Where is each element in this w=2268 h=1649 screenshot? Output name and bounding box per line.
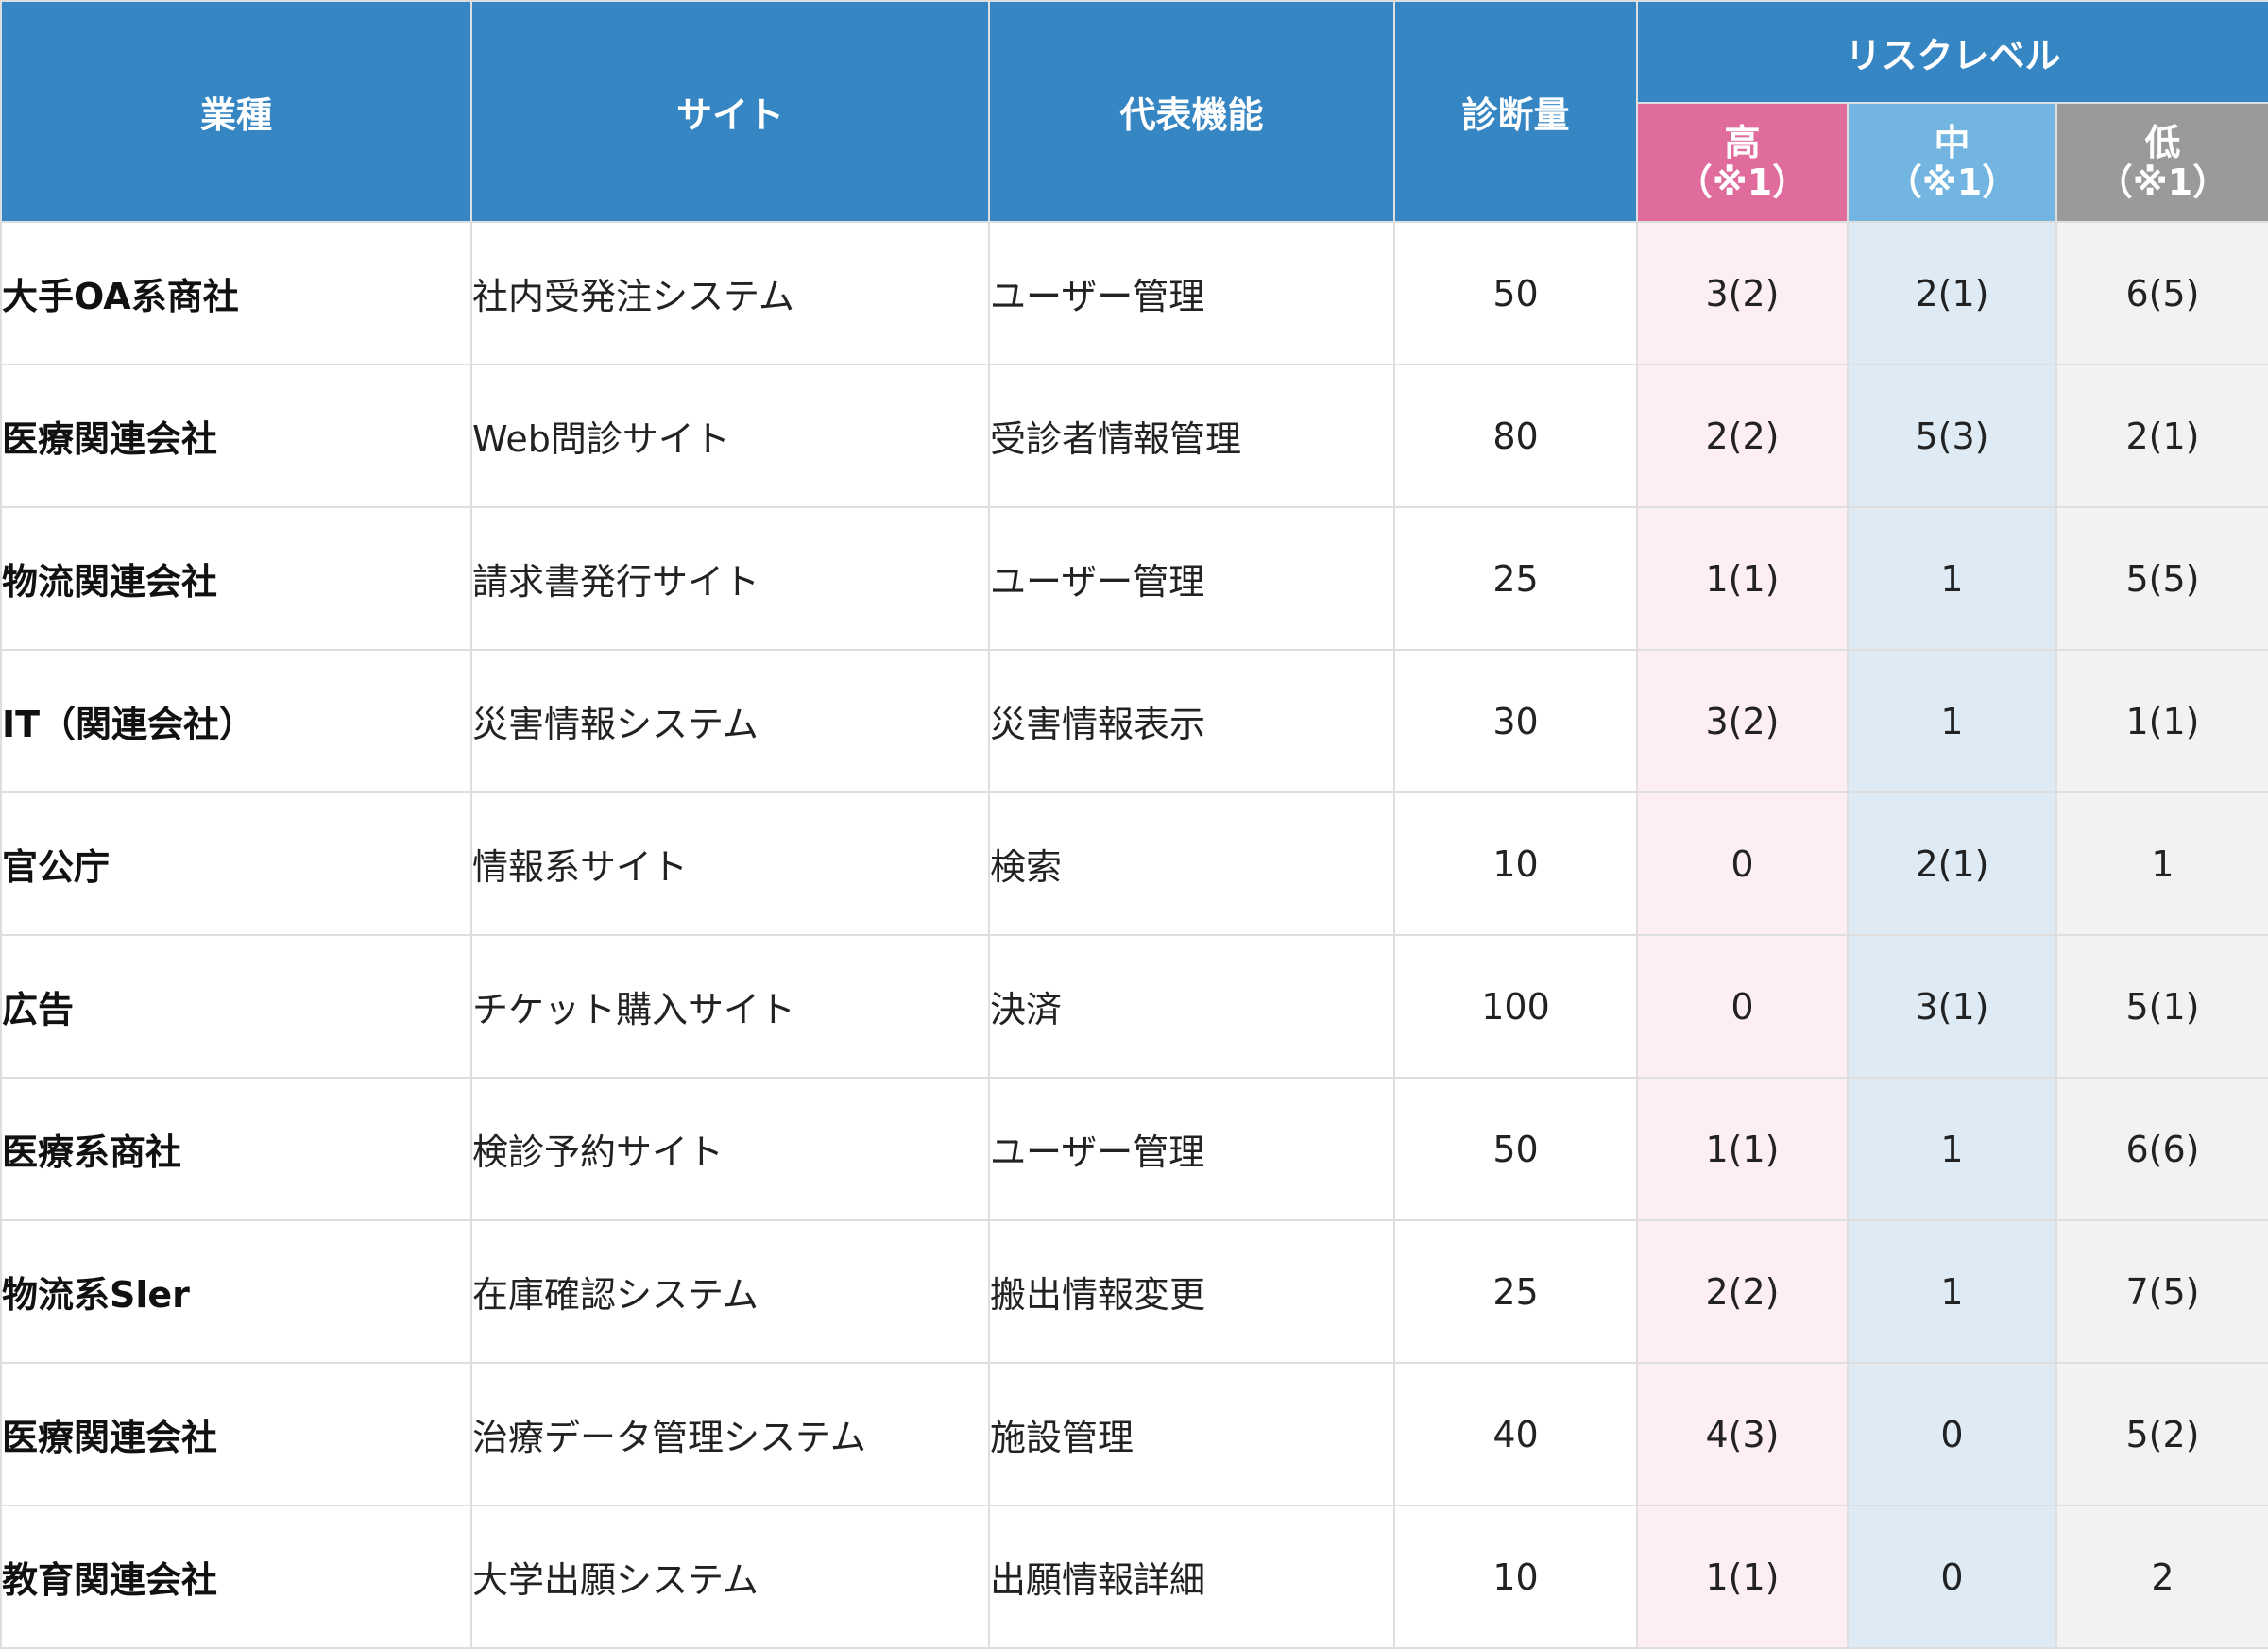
- site-cell: チケット購入サイト: [470, 934, 990, 1079]
- table-row: 大手OA系商社 社内受発注システム ユーザー管理 50 3(2) 2(1) 6(…: [0, 221, 2268, 366]
- site-cell: 治療データ管理システム: [470, 1362, 990, 1506]
- risk-mid-cell: 5(3): [1847, 364, 2057, 508]
- header-risk-level: リスクレベル: [1636, 0, 2268, 104]
- table-row: 教育関連会社 大学出願システム 出願情報詳細 10 1(1) 0 2: [0, 1504, 2268, 1649]
- risk-low-cell: 5(1): [2055, 934, 2268, 1079]
- risk-low-cell: 2: [2055, 1504, 2268, 1649]
- table-row: 医療関連会社 Web問診サイト 受診者情報管理 80 2(2) 5(3) 2(1…: [0, 364, 2268, 508]
- header-amount: 診断量: [1393, 0, 1638, 223]
- level-label: 中: [1934, 122, 1970, 163]
- risk-low-cell: 7(5): [2055, 1219, 2268, 1364]
- level-note: （※1）: [2096, 162, 2229, 203]
- site-cell: 検診予約サイト: [470, 1077, 990, 1221]
- header-level-high: 高 （※1）: [1636, 102, 1849, 223]
- site-cell: 在庫確認システム: [470, 1219, 990, 1364]
- industry-cell: 医療系商社: [0, 1077, 472, 1221]
- function-cell: 災害情報表示: [988, 649, 1395, 793]
- risk-low-cell: 2(1): [2055, 364, 2268, 508]
- amount-cell: 100: [1393, 934, 1638, 1079]
- function-cell: 受診者情報管理: [988, 364, 1395, 508]
- risk-mid-cell: 1: [1847, 506, 2057, 651]
- risk-low-cell: 5(2): [2055, 1362, 2268, 1506]
- amount-cell: 40: [1393, 1362, 1638, 1506]
- function-cell: ユーザー管理: [988, 221, 1395, 366]
- industry-cell: 医療関連会社: [0, 364, 472, 508]
- function-cell: ユーザー管理: [988, 506, 1395, 651]
- header-level-low: 低 （※1）: [2055, 102, 2268, 223]
- table-row: 物流系Sler 在庫確認システム 搬出情報変更 25 2(2) 1 7(5): [0, 1219, 2268, 1364]
- industry-cell: 大手OA系商社: [0, 221, 472, 366]
- site-cell: 情報系サイト: [470, 791, 990, 936]
- table-row: 医療系商社 検診予約サイト ユーザー管理 50 1(1) 1 6(6): [0, 1077, 2268, 1221]
- function-cell: 施設管理: [988, 1362, 1395, 1506]
- function-cell: 搬出情報変更: [988, 1219, 1395, 1364]
- industry-cell: 医療関連会社: [0, 1362, 472, 1506]
- function-cell: 決済: [988, 934, 1395, 1079]
- table-header: 業種 サイト 代表機能 診断量 リスクレベル 高 （※1） 中 （※1） 低 （…: [0, 0, 2268, 223]
- risk-high-cell: 0: [1636, 934, 1849, 1079]
- risk-high-cell: 3(2): [1636, 649, 1849, 793]
- amount-cell: 25: [1393, 506, 1638, 651]
- risk-mid-cell: 1: [1847, 649, 2057, 793]
- risk-low-cell: 1: [2055, 791, 2268, 936]
- level-note: （※1）: [1885, 162, 2019, 203]
- risk-mid-cell: 1: [1847, 1219, 2057, 1364]
- header-site: サイト: [470, 0, 990, 223]
- header-industry: 業種: [0, 0, 472, 223]
- table-body: 大手OA系商社 社内受発注システム ユーザー管理 50 3(2) 2(1) 6(…: [0, 221, 2268, 1649]
- risk-mid-cell: 0: [1847, 1504, 2057, 1649]
- amount-cell: 10: [1393, 791, 1638, 936]
- industry-cell: IT（関連会社）: [0, 649, 472, 793]
- risk-mid-cell: 3(1): [1847, 934, 2057, 1079]
- risk-low-cell: 5(5): [2055, 506, 2268, 651]
- level-note: （※1）: [1676, 162, 1809, 203]
- risk-mid-cell: 2(1): [1847, 791, 2057, 936]
- risk-high-cell: 3(2): [1636, 221, 1849, 366]
- industry-cell: 広告: [0, 934, 472, 1079]
- table-row: 物流関連会社 請求書発行サイト ユーザー管理 25 1(1) 1 5(5): [0, 506, 2268, 651]
- amount-cell: 50: [1393, 1077, 1638, 1221]
- risk-high-cell: 1(1): [1636, 506, 1849, 651]
- table-row: 医療関連会社 治療データ管理システム 施設管理 40 4(3) 0 5(2): [0, 1362, 2268, 1506]
- risk-high-cell: 4(3): [1636, 1362, 1849, 1506]
- table-row: IT（関連会社） 災害情報システム 災害情報表示 30 3(2) 1 1(1): [0, 649, 2268, 793]
- risk-high-cell: 1(1): [1636, 1077, 1849, 1221]
- site-cell: 大学出願システム: [470, 1504, 990, 1649]
- risk-high-cell: 2(2): [1636, 364, 1849, 508]
- amount-cell: 80: [1393, 364, 1638, 508]
- header-function: 代表機能: [988, 0, 1395, 223]
- amount-cell: 25: [1393, 1219, 1638, 1364]
- site-cell: 社内受発注システム: [470, 221, 990, 366]
- industry-cell: 官公庁: [0, 791, 472, 936]
- function-cell: 出願情報詳細: [988, 1504, 1395, 1649]
- function-cell: 検索: [988, 791, 1395, 936]
- risk-low-cell: 6(5): [2055, 221, 2268, 366]
- table-row: 官公庁 情報系サイト 検索 10 0 2(1) 1: [0, 791, 2268, 936]
- function-cell: ユーザー管理: [988, 1077, 1395, 1221]
- risk-low-cell: 6(6): [2055, 1077, 2268, 1221]
- risk-mid-cell: 1: [1847, 1077, 2057, 1221]
- risk-mid-cell: 2(1): [1847, 221, 2057, 366]
- site-cell: 災害情報システム: [470, 649, 990, 793]
- industry-cell: 物流系Sler: [0, 1219, 472, 1364]
- risk-mid-cell: 0: [1847, 1362, 2057, 1506]
- site-cell: 請求書発行サイト: [470, 506, 990, 651]
- risk-high-cell: 1(1): [1636, 1504, 1849, 1649]
- risk-high-cell: 2(2): [1636, 1219, 1849, 1364]
- amount-cell: 10: [1393, 1504, 1638, 1649]
- header-level-mid: 中 （※1）: [1847, 102, 2057, 223]
- level-label: 高: [1724, 122, 1761, 163]
- amount-cell: 30: [1393, 649, 1638, 793]
- level-label: 低: [2144, 122, 2181, 163]
- amount-cell: 50: [1393, 221, 1638, 366]
- risk-low-cell: 1(1): [2055, 649, 2268, 793]
- risk-high-cell: 0: [1636, 791, 1849, 936]
- industry-cell: 物流関連会社: [0, 506, 472, 651]
- site-cell: Web問診サイト: [470, 364, 990, 508]
- table-row: 広告 チケット購入サイト 決済 100 0 3(1) 5(1): [0, 934, 2268, 1079]
- industry-cell: 教育関連会社: [0, 1504, 472, 1649]
